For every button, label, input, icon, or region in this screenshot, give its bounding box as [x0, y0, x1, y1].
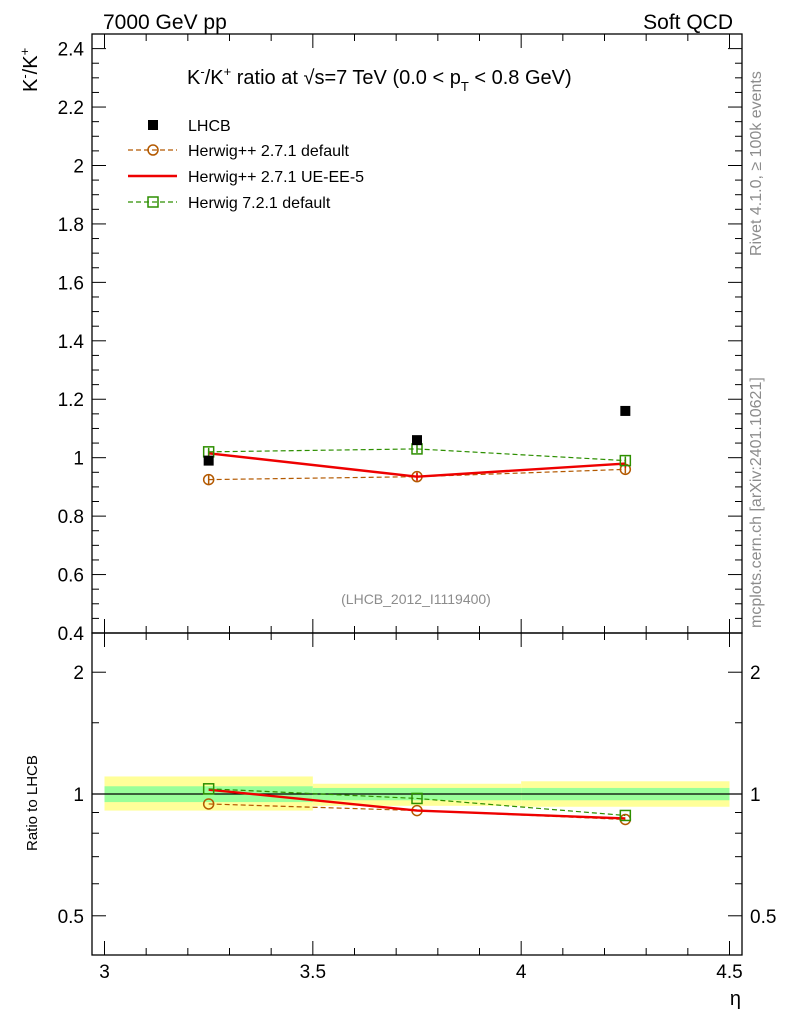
ratio-y-tick-label: 1	[73, 785, 84, 806]
main-series-point	[619, 454, 632, 467]
main-series-point	[202, 473, 215, 486]
ratio-y-tick-label-right: 2	[750, 663, 761, 684]
ratio-plot-frame	[91, 632, 743, 956]
x-tick-label: 4	[516, 962, 527, 983]
ratio-y-tick-label: 2	[73, 663, 84, 684]
x-tick-label: 3	[99, 962, 110, 983]
legend-marker	[147, 196, 159, 208]
header-right: Soft QCD	[643, 11, 733, 34]
watermark-label: (LHCB_2012_I1119400)	[341, 591, 491, 607]
main-title: K-/K+ ratio at √s=7 TeV (0.0 < pT < 0.8 …	[187, 64, 572, 94]
ratio-y-tick-label: 0.5	[58, 907, 84, 928]
ratio-series-line	[208, 788, 626, 820]
main-y-tick-label: 1.6	[58, 273, 84, 294]
x-tick-label: 4.5	[716, 962, 742, 983]
main-y-tick-label: 1.2	[58, 390, 84, 411]
legend-label: Herwig 7.2.1 default	[188, 195, 331, 212]
mcplots-label: mcplots.cern.ch [arXiv:2401.10621]	[748, 377, 765, 628]
main-y-tick-label: 0.8	[58, 507, 84, 528]
legend-label: Herwig++ 2.7.1 UE-EE-5	[188, 169, 364, 186]
main-y-tick-label: 1	[73, 449, 84, 470]
legend: LHCB Herwig++ 2.7.1 default Herwig++ 2.7.1…	[128, 118, 364, 212]
main-y-tick-label: 1.8	[58, 215, 84, 236]
main-y-tick-label: 2	[73, 156, 84, 177]
data-point	[412, 435, 422, 446]
legend-marker	[147, 144, 159, 156]
x-axis-label: η	[730, 988, 741, 1010]
main-y-tick-label: 2.2	[58, 98, 84, 119]
main-y-tick-label: 2.4	[58, 40, 85, 61]
main-plot: 0.4 0.6 0.8 1 1.2 1.4 1.6 1.8 2 2.2 2.4	[58, 34, 742, 955]
ratio-y-tick-label-right: 0.5	[750, 907, 776, 928]
ratio-y-tick-label-right: 1	[750, 785, 761, 806]
ratio-series-point	[619, 809, 632, 822]
main-y-label: K-/K+	[17, 48, 42, 92]
x-tick-label: 3.5	[300, 962, 326, 983]
ratio-series-line	[208, 788, 626, 817]
ratio-series-point	[411, 792, 423, 805]
ratio-series-point	[202, 798, 215, 810]
header-left: 7000 GeV pp	[103, 11, 227, 34]
main-y-tick-label: 0.4	[58, 624, 85, 645]
ratio-plot: 3 3.5 4 4.5 0.5 0.5 1 1 2 2	[58, 663, 777, 983]
main-y-tick-label: 0.6	[58, 566, 84, 587]
rivet-label: Rivet 4.1.0, ≥ 100k events	[748, 71, 765, 256]
data-point	[620, 405, 631, 416]
legend-marker	[148, 120, 158, 130]
legend-label: LHCB	[188, 118, 231, 135]
main-y-tick-label: 1.4	[58, 332, 85, 353]
ratio-series-point	[202, 783, 215, 795]
ratio-y-label: Ratio to LHCB	[24, 755, 41, 851]
legend-label: Herwig++ 2.7.1 default	[188, 143, 350, 160]
data-point	[203, 455, 214, 466]
